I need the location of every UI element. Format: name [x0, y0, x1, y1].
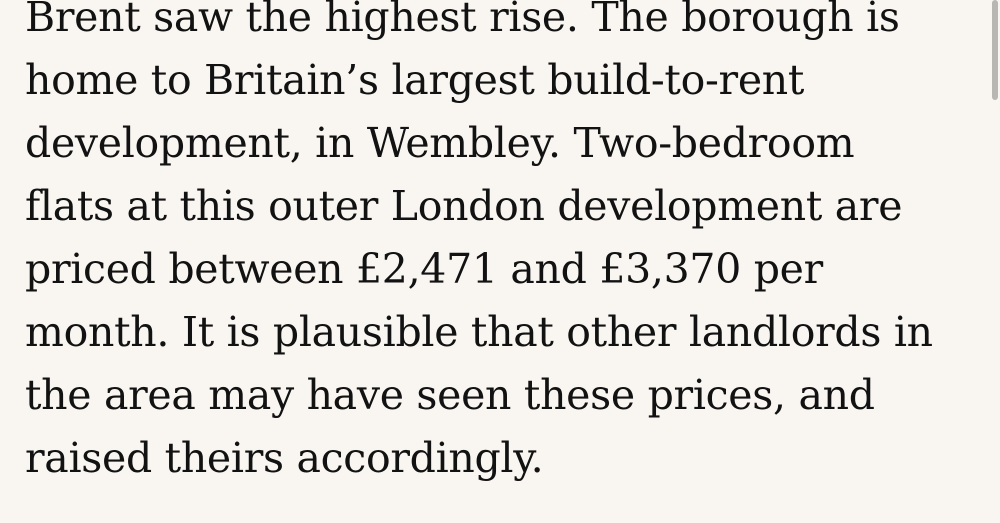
text-line: raised theirs accordingly.: [25, 434, 544, 482]
text-line: Brent saw the highest rise. The borough …: [25, 0, 900, 41]
text-line: development, in Wembley. Two-bedroom: [25, 119, 855, 167]
text-line: month. It is plausible that other landlo…: [25, 308, 933, 356]
article-paragraph: Brent saw the highest rise. The borough …: [25, 0, 985, 490]
text-line: flats at this outer London development a…: [25, 182, 903, 230]
text-line: priced between £2,471 and £3,370 per: [25, 245, 823, 293]
text-line: home to Britain’s largest build-to-rent: [25, 56, 805, 104]
scrollbar[interactable]: [992, 0, 998, 100]
text-line: the area may have seen these prices, and: [25, 371, 875, 419]
